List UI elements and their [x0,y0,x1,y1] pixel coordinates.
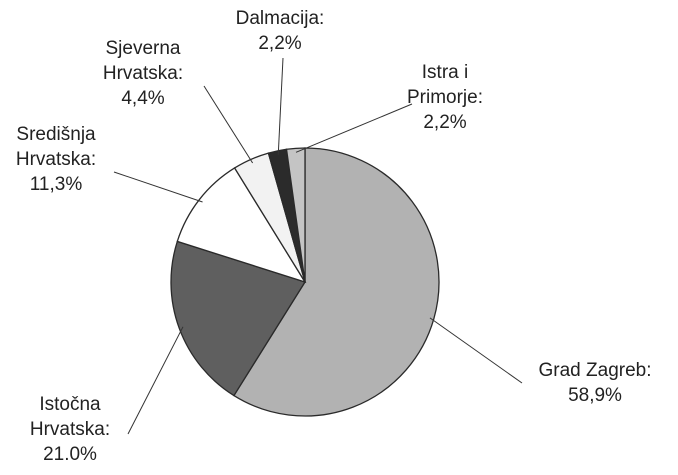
value-label: 2,2% [423,112,467,133]
slice-label: Središnja Hrvatska: 11,3% [0,122,112,197]
leader-line [113,171,203,203]
slice-label: Sjeverna Hrvatska: 4,4% [88,36,198,111]
category-label: Istra i Primorje: [406,62,483,108]
leader-line [295,103,413,153]
value-label: 4,4% [121,88,165,109]
leader-line [203,85,254,164]
leader-line [277,57,284,155]
pie-slice [176,167,307,284]
pie-slice [285,147,306,283]
category-label: Središnja Hrvatska: [15,124,97,170]
slice-label: Istra i Primorje: 2,2% [405,60,485,135]
value-label: 2,2% [258,33,302,54]
category-label: Grad Zagreb: [538,360,652,381]
pie-slice [170,240,306,397]
pie-slice [233,147,440,417]
slice-label: Grad Zagreb: 58,9% [510,358,678,408]
category-label: Dalmacija: [235,8,325,29]
leader-line [127,326,184,435]
value-label: 11,3% [29,174,83,195]
leader-line [429,317,523,384]
slice-label: Dalmacija: 2,2% [225,6,335,56]
value-label: 58,9% [568,385,622,406]
category-label: Istočna Hrvatska: [29,394,111,440]
value-label: 21.0% [43,444,97,465]
slice-label: Istočna Hrvatska: 21.0% [15,392,125,467]
category-label: Sjeverna Hrvatska: [102,38,184,84]
